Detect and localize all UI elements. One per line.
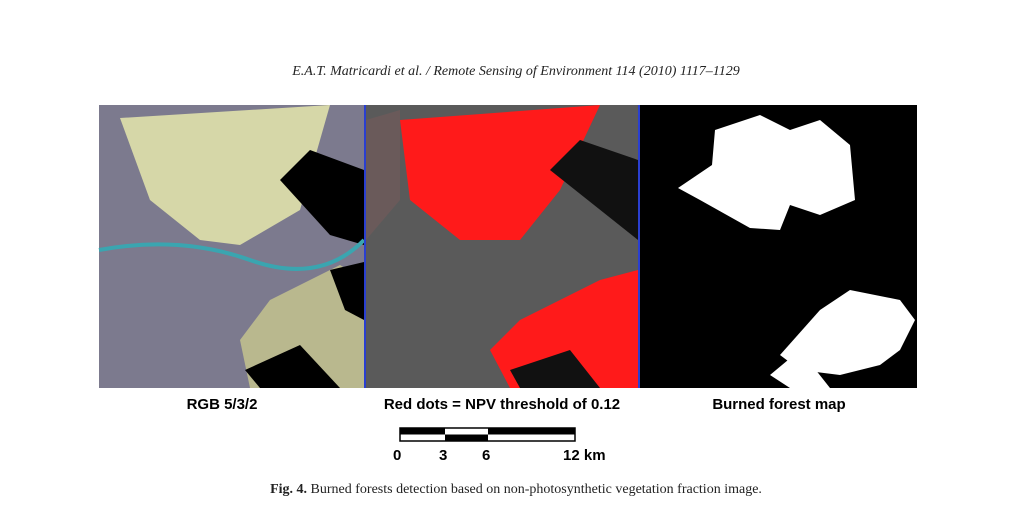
scale-label: 3 (439, 447, 448, 464)
panel-label: Burned forest map (712, 396, 846, 413)
running-header: E.A.T. Matricardi et al. / Remote Sensin… (292, 64, 740, 79)
panel-label: Red dots = NPV threshold of 0.12 (383, 396, 621, 413)
scale-label: 6 (482, 447, 491, 464)
scale-label: 0 (393, 447, 402, 464)
caption: Fig. 4. Burned forests detection based o… (0, 482, 1032, 498)
rgb-image (98, 105, 366, 388)
panel-label: RGB 5/3/2 (186, 396, 258, 413)
caption-number: Fig. 4. (270, 482, 308, 497)
caption-text: Burned forests detection based on non-ph… (310, 482, 762, 497)
scale-label: 12 km (563, 447, 606, 464)
npv-image (366, 105, 638, 388)
scale-bar (399, 427, 576, 442)
burned-map (640, 105, 917, 388)
